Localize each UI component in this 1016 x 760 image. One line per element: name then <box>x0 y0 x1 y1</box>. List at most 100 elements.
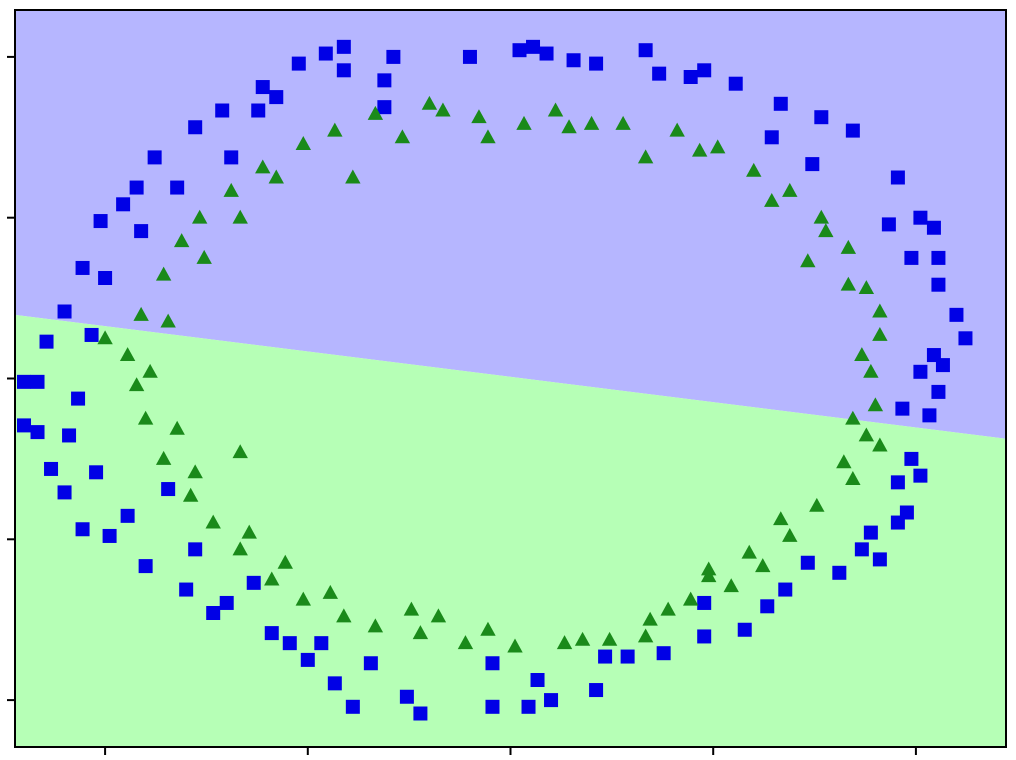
data-point <box>778 582 793 597</box>
data-point <box>589 683 604 698</box>
data-point <box>701 561 717 576</box>
data-point <box>17 374 32 389</box>
data-point <box>30 425 45 440</box>
data-point <box>300 652 315 667</box>
data-point <box>652 66 667 81</box>
data-point <box>638 43 653 58</box>
data-point <box>926 220 941 235</box>
data-point <box>147 150 162 165</box>
data-point <box>589 56 604 71</box>
data-point <box>251 103 266 118</box>
data-point <box>818 223 834 238</box>
series-class_0 <box>17 39 973 721</box>
data-point <box>583 115 600 130</box>
data-point <box>809 497 825 512</box>
data-point <box>75 260 90 275</box>
data-point <box>336 39 351 54</box>
data-point <box>412 625 429 640</box>
data-point <box>637 149 654 164</box>
data-point <box>314 636 329 651</box>
data-point <box>773 96 788 111</box>
data-point <box>890 475 905 490</box>
data-point <box>697 595 712 610</box>
data-point <box>805 157 820 172</box>
scatter-marks <box>17 39 973 721</box>
data-point <box>430 608 447 623</box>
data-point <box>845 410 861 425</box>
data-point <box>75 522 90 537</box>
data-point <box>120 508 135 523</box>
data-point <box>219 595 234 610</box>
data-point <box>435 102 451 117</box>
data-point <box>728 76 743 91</box>
data-point <box>949 307 964 322</box>
data-point <box>255 159 271 174</box>
data-point <box>318 46 333 61</box>
data-point <box>547 102 564 117</box>
data-point <box>84 327 99 342</box>
data-point <box>232 541 248 556</box>
data-point <box>191 209 208 224</box>
data-point <box>71 391 86 406</box>
data-point <box>462 49 477 64</box>
data-point <box>44 461 59 476</box>
data-point <box>782 182 798 197</box>
data-point <box>872 552 887 567</box>
data-point <box>179 582 194 597</box>
data-point <box>512 43 527 58</box>
data-point <box>173 233 190 248</box>
data-point <box>872 437 888 452</box>
data-point <box>683 70 698 84</box>
data-point <box>480 129 496 144</box>
data-point <box>268 169 284 184</box>
data-point <box>832 565 847 580</box>
data-point <box>142 363 158 378</box>
region-class_1 <box>15 314 1006 747</box>
data-point <box>93 214 108 229</box>
data-point <box>561 119 577 134</box>
data-point <box>867 397 884 412</box>
data-point <box>863 363 879 378</box>
data-point <box>890 170 905 185</box>
decision-regions <box>15 10 1006 747</box>
data-point <box>615 115 631 130</box>
data-point <box>137 410 154 425</box>
series-class_1 <box>97 95 888 653</box>
data-point <box>697 63 712 78</box>
data-point <box>327 122 343 137</box>
data-point <box>336 63 351 78</box>
data-point <box>764 130 779 145</box>
data-point <box>134 224 149 239</box>
data-point <box>574 631 591 646</box>
data-point <box>232 209 248 224</box>
data-point <box>913 468 928 483</box>
data-point <box>255 80 270 95</box>
data-point <box>863 525 878 540</box>
data-point <box>295 136 311 150</box>
data-point <box>710 139 726 154</box>
data-point <box>102 528 117 543</box>
data-point <box>480 621 496 636</box>
data-point <box>133 306 149 321</box>
data-point <box>800 555 815 570</box>
data-point <box>215 103 230 118</box>
data-point <box>642 611 658 626</box>
data-point <box>637 628 654 643</box>
data-point <box>660 601 676 616</box>
data-point <box>377 100 392 115</box>
data-point <box>196 249 212 264</box>
data-point <box>377 73 392 88</box>
data-point <box>746 162 762 177</box>
data-point <box>57 304 72 319</box>
data-point <box>782 527 798 542</box>
data-point <box>813 209 830 224</box>
data-point <box>539 46 554 61</box>
data-point <box>845 123 860 138</box>
data-point <box>57 485 72 500</box>
data-point <box>773 511 789 526</box>
data-point <box>188 120 203 135</box>
data-point <box>737 622 752 637</box>
data-point <box>345 169 361 184</box>
data-point <box>913 210 928 225</box>
